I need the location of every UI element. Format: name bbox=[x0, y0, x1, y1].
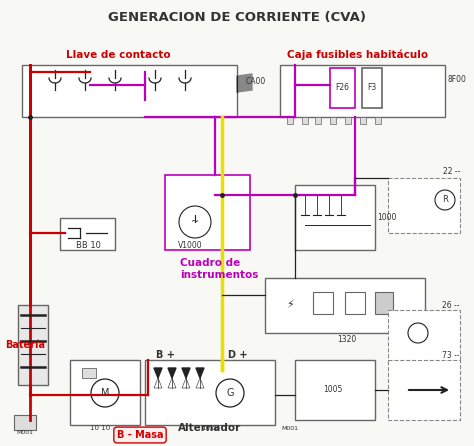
Text: 8F00: 8F00 bbox=[448, 75, 467, 84]
Bar bbox=[313, 292, 333, 314]
Bar bbox=[14, 415, 36, 430]
Text: 1020: 1020 bbox=[201, 425, 219, 431]
Polygon shape bbox=[154, 378, 162, 388]
Polygon shape bbox=[168, 378, 176, 388]
Bar bbox=[287, 117, 293, 124]
Bar bbox=[388, 360, 460, 420]
Text: ~: ~ bbox=[191, 217, 199, 227]
Bar bbox=[345, 292, 365, 314]
Bar bbox=[330, 117, 336, 124]
Text: F3: F3 bbox=[367, 83, 377, 92]
Polygon shape bbox=[237, 74, 252, 92]
Bar bbox=[70, 360, 140, 425]
Bar bbox=[362, 68, 382, 108]
Text: 73 --: 73 -- bbox=[442, 351, 460, 359]
Text: 22 --: 22 -- bbox=[443, 168, 460, 177]
Polygon shape bbox=[196, 378, 204, 388]
Text: Batería: Batería bbox=[5, 340, 45, 350]
Text: D +: D + bbox=[228, 350, 247, 360]
Text: Llave de contacto: Llave de contacto bbox=[66, 50, 170, 60]
Text: 26 --: 26 -- bbox=[443, 301, 460, 310]
Bar bbox=[315, 117, 321, 124]
Polygon shape bbox=[182, 378, 190, 388]
Bar bbox=[360, 117, 366, 124]
Bar bbox=[302, 117, 308, 124]
Text: G: G bbox=[226, 388, 234, 398]
Text: 1005: 1005 bbox=[323, 385, 343, 395]
Circle shape bbox=[408, 323, 428, 343]
Text: M001: M001 bbox=[282, 425, 299, 430]
Circle shape bbox=[179, 206, 211, 238]
Text: 1000: 1000 bbox=[377, 214, 396, 223]
Text: 1320: 1320 bbox=[337, 335, 356, 344]
Bar bbox=[265, 278, 425, 333]
Bar bbox=[145, 360, 275, 425]
Bar bbox=[18, 305, 48, 385]
Bar bbox=[345, 117, 351, 124]
Text: 10 10: 10 10 bbox=[90, 425, 110, 431]
Polygon shape bbox=[196, 368, 204, 378]
Text: B +: B + bbox=[155, 350, 174, 360]
Text: F26: F26 bbox=[335, 83, 349, 92]
Bar bbox=[330, 68, 355, 108]
Text: B - Masa: B - Masa bbox=[117, 430, 163, 440]
Text: Cuadro de
instrumentos: Cuadro de instrumentos bbox=[180, 258, 258, 280]
Polygon shape bbox=[168, 368, 176, 378]
Polygon shape bbox=[182, 368, 190, 378]
Text: Caja fusibles habitáculo: Caja fusibles habitáculo bbox=[287, 50, 428, 60]
Text: BB 10: BB 10 bbox=[75, 241, 100, 251]
Text: M001: M001 bbox=[17, 429, 34, 434]
Bar bbox=[82, 368, 96, 378]
Bar bbox=[388, 310, 460, 362]
Bar bbox=[375, 117, 381, 124]
Bar bbox=[165, 175, 250, 250]
Bar bbox=[22, 65, 237, 117]
Bar bbox=[60, 218, 115, 250]
Bar bbox=[388, 178, 460, 233]
Circle shape bbox=[435, 190, 455, 210]
Text: GENERACION DE CORRIENTE (CVA): GENERACION DE CORRIENTE (CVA) bbox=[108, 12, 366, 25]
Text: ⚡: ⚡ bbox=[286, 300, 294, 310]
Bar bbox=[280, 65, 445, 117]
Bar bbox=[375, 292, 393, 314]
Text: CA00: CA00 bbox=[246, 78, 266, 87]
Text: Alternador: Alternador bbox=[178, 423, 242, 433]
Bar bbox=[295, 185, 375, 250]
Text: V1000: V1000 bbox=[178, 240, 202, 249]
Polygon shape bbox=[154, 368, 162, 378]
Circle shape bbox=[216, 379, 244, 407]
Bar bbox=[295, 360, 375, 420]
Text: M: M bbox=[101, 388, 109, 398]
Text: R: R bbox=[442, 195, 448, 205]
Circle shape bbox=[91, 379, 119, 407]
